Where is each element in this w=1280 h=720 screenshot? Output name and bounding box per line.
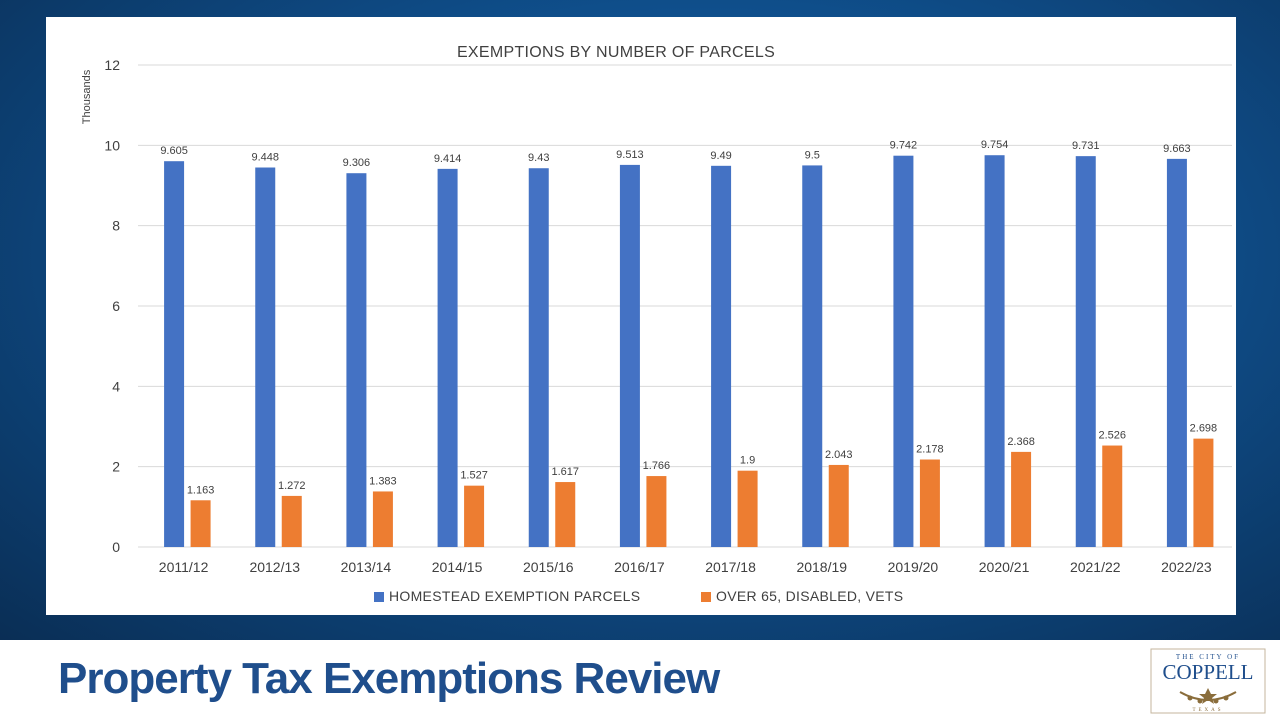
- bar-over65: [919, 459, 940, 547]
- y-axis-label: Thousands: [81, 69, 93, 124]
- bar-chart: EXEMPTIONS BY NUMBER OF PARCELS Thousand…: [81, 44, 1232, 604]
- x-tick-label: 2020/21: [979, 559, 1030, 575]
- legend: HOMESTEAD EXEMPTION PARCELS OVER 65, DIS…: [374, 588, 903, 604]
- bar-homestead: [619, 164, 640, 547]
- bar-homestead: [1075, 156, 1096, 547]
- data-label-over65: 2.043: [825, 449, 853, 461]
- bar-over65: [372, 491, 393, 547]
- y-tick-label: 0: [112, 539, 120, 555]
- x-tick-label: 2015/16: [523, 559, 574, 575]
- bar-homestead: [346, 173, 367, 548]
- bar-over65: [464, 485, 485, 547]
- bar-over65: [828, 464, 849, 547]
- data-label-homestead: 9.306: [343, 157, 371, 169]
- data-label-over65: 1.272: [278, 480, 306, 492]
- chart-title: EXEMPTIONS BY NUMBER OF PARCELS: [457, 44, 775, 61]
- legend-label-homestead: HOMESTEAD EXEMPTION PARCELS: [389, 588, 640, 604]
- data-label-homestead: 9.513: [616, 149, 644, 161]
- logo-name: COPPELL: [1162, 660, 1253, 684]
- data-label-homestead: 9.414: [434, 153, 462, 165]
- y-tick-label: 12: [104, 57, 120, 73]
- data-label-homestead: 9.605: [160, 145, 188, 157]
- bar-over65: [737, 470, 758, 547]
- data-label-homestead: 9.43: [528, 152, 549, 164]
- data-label-homestead: 9.742: [890, 140, 918, 152]
- gridlines: 0 2 4 6 8 10 12: [104, 57, 1232, 555]
- data-label-homestead: 9.731: [1072, 140, 1100, 152]
- bar-over65: [1011, 451, 1032, 547]
- y-tick-label: 6: [112, 298, 120, 314]
- data-label-homestead: 9.5: [805, 149, 820, 161]
- bar-over65: [1193, 438, 1214, 547]
- bar-homestead: [711, 165, 732, 547]
- data-label-over65: 1.383: [369, 475, 397, 487]
- data-label-homestead: 9.754: [981, 139, 1009, 151]
- data-label-over65: 2.368: [1007, 436, 1035, 448]
- data-label-over65: 2.178: [916, 444, 944, 456]
- bar-homestead: [1166, 158, 1187, 547]
- city-logo: THE CITY OF COPPELL TEXAS: [1150, 648, 1266, 714]
- data-label-homestead: 9.49: [710, 150, 731, 162]
- x-tick-label: 2011/12: [159, 559, 209, 575]
- x-tick-label: 2019/20: [888, 559, 939, 575]
- bar-homestead: [164, 161, 185, 548]
- x-tick-label: 2012/13: [249, 559, 300, 575]
- data-label-over65: 1.766: [643, 460, 671, 472]
- logo-sub-text: TEXAS: [1192, 708, 1223, 713]
- data-label-homestead: 9.448: [251, 152, 279, 164]
- bar-homestead: [255, 167, 276, 547]
- logo-small-text: THE CITY OF: [1176, 653, 1240, 661]
- legend-swatch-over65: [701, 592, 711, 602]
- x-tick-label: 2018/19: [796, 559, 847, 575]
- chart-panel: EXEMPTIONS BY NUMBER OF PARCELS Thousand…: [46, 17, 1236, 615]
- x-tick-label: 2017/18: [705, 559, 756, 575]
- data-labels: 9.605 1.163 9.448 1.272 9.306 1.383 9.414 1.527…: [160, 139, 1217, 496]
- data-label-over65: 2.698: [1190, 423, 1218, 435]
- bar-over65: [281, 495, 302, 547]
- y-tick-label: 10: [104, 137, 120, 153]
- bar-homestead: [893, 155, 914, 547]
- wreath-icon: [1179, 688, 1237, 704]
- x-tick-label: 2013/14: [341, 559, 392, 575]
- bar-homestead: [984, 155, 1005, 547]
- bar-homestead: [528, 168, 549, 547]
- x-tick-label: 2022/23: [1161, 559, 1212, 575]
- slide-footer: [0, 640, 1280, 720]
- bar-over65: [646, 476, 667, 547]
- data-label-over65: 1.9: [740, 455, 755, 467]
- y-tick-label: 8: [112, 218, 120, 234]
- x-tick-label: 2014/15: [432, 559, 483, 575]
- bars: [164, 155, 1214, 548]
- y-tick-label: 4: [112, 378, 120, 394]
- bar-over65: [555, 482, 576, 547]
- y-tick-label: 2: [112, 459, 120, 475]
- bar-homestead: [437, 168, 458, 547]
- x-tick-labels: 2011/12 2012/13 2013/14 2014/15 2015/16 2016/…: [159, 559, 1212, 575]
- data-label-over65: 2.526: [1098, 430, 1126, 442]
- slide-title: Property Tax Exemptions Review: [58, 654, 720, 703]
- data-label-over65: 1.163: [187, 484, 215, 496]
- x-tick-label: 2016/17: [614, 559, 665, 575]
- bar-homestead: [802, 165, 823, 547]
- x-tick-label: 2021/22: [1070, 559, 1121, 575]
- data-label-over65: 1.527: [460, 470, 488, 482]
- data-label-over65: 1.617: [551, 466, 579, 478]
- data-label-homestead: 9.663: [1163, 143, 1191, 155]
- bar-over65: [1102, 445, 1123, 547]
- legend-swatch-homestead: [374, 592, 384, 602]
- legend-label-over65: OVER 65, DISABLED, VETS: [716, 588, 903, 604]
- bar-over65: [190, 500, 211, 547]
